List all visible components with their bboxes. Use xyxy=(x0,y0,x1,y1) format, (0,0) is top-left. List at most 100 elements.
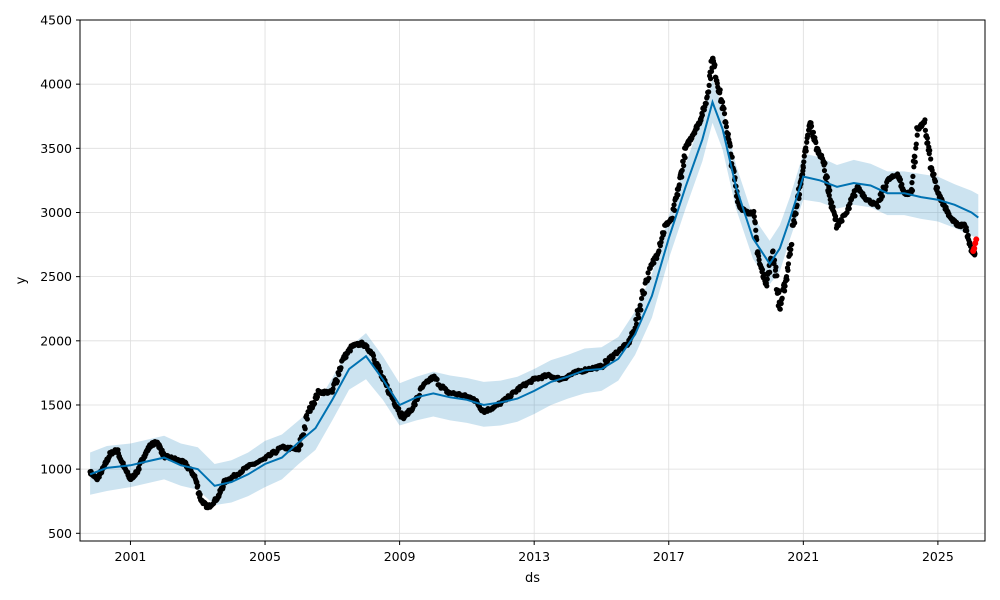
plot-frame xyxy=(79,19,986,542)
y-tick-label: 2500 xyxy=(40,269,72,284)
x-tick-label: 2017 xyxy=(653,549,685,564)
observed-point xyxy=(852,193,858,199)
observed-point xyxy=(723,124,730,130)
observed-point xyxy=(725,131,731,137)
observed-point xyxy=(909,180,915,186)
observed-point xyxy=(924,135,930,141)
observed-point xyxy=(721,105,727,112)
observed-point xyxy=(336,372,342,378)
observed-point xyxy=(651,260,657,266)
recent-points xyxy=(970,236,980,254)
y-tick-label: 4500 xyxy=(40,13,72,28)
x-tick-label: 2025 xyxy=(922,549,954,564)
observed-point xyxy=(706,89,712,95)
observed-point xyxy=(759,267,766,273)
observed-point xyxy=(712,62,718,68)
observed-point xyxy=(777,306,783,312)
observed-point xyxy=(785,261,792,267)
observed-point xyxy=(782,283,788,289)
observed-point xyxy=(839,218,845,224)
observed-point xyxy=(774,273,780,279)
observed-point xyxy=(638,295,645,302)
observed-point xyxy=(645,270,651,276)
observed-point xyxy=(808,123,815,129)
observed-point xyxy=(770,248,776,254)
y-tick-label: 1000 xyxy=(40,462,72,477)
observed-point xyxy=(330,386,336,392)
observed-point xyxy=(875,204,881,210)
observed-point xyxy=(879,193,885,199)
observed-point xyxy=(883,183,889,190)
observed-point xyxy=(136,466,142,472)
observed-point xyxy=(661,230,667,236)
observed-point xyxy=(914,132,920,138)
observed-point xyxy=(707,76,714,82)
observed-point xyxy=(334,378,340,384)
observed-point xyxy=(829,199,835,205)
observed-point xyxy=(658,239,664,245)
observed-point xyxy=(679,167,685,173)
recent-point xyxy=(971,245,978,252)
observed-point xyxy=(801,153,807,159)
observed-point xyxy=(197,491,203,498)
observed-point xyxy=(756,253,762,259)
observed-point xyxy=(931,171,937,177)
observed-point xyxy=(773,264,779,270)
observed-point xyxy=(729,154,735,160)
observed-point xyxy=(822,160,828,166)
observed-point xyxy=(913,141,919,147)
grid-lines xyxy=(80,19,985,541)
observed-point xyxy=(703,101,709,107)
observed-point xyxy=(723,120,729,126)
observed-point xyxy=(965,232,971,238)
observed-point xyxy=(824,174,830,180)
observed-point xyxy=(311,401,318,407)
observed-point xyxy=(911,164,917,170)
observed-point xyxy=(789,241,795,248)
observed-point xyxy=(752,220,758,226)
observed-point xyxy=(721,111,728,117)
observed-point xyxy=(719,99,726,105)
y-tick-label: 3500 xyxy=(40,141,72,156)
observed-point xyxy=(434,376,440,382)
observed-point xyxy=(679,174,685,180)
observed-point xyxy=(827,187,833,193)
observed-point xyxy=(717,87,723,93)
observed-point xyxy=(779,295,785,301)
observed-points xyxy=(87,55,978,511)
observed-point xyxy=(927,147,933,154)
observed-point xyxy=(781,288,788,294)
observed-point xyxy=(909,188,916,194)
observed-point xyxy=(727,143,733,149)
y-tick-label: 3000 xyxy=(40,205,72,220)
axis-ticks: 2001 2005 2009 2013 2017 2021 2025 500 1000 1500 2… xyxy=(40,13,954,565)
observed-point xyxy=(764,283,770,289)
observed-point xyxy=(805,132,811,138)
observed-point xyxy=(830,204,836,210)
observed-point xyxy=(767,269,773,275)
observed-point xyxy=(314,394,321,400)
observed-point xyxy=(788,246,794,253)
observed-point xyxy=(778,300,784,307)
observed-point xyxy=(304,416,310,422)
observed-point xyxy=(751,208,757,215)
observed-point xyxy=(785,267,791,273)
observed-point xyxy=(671,207,678,213)
forecast-line-group xyxy=(89,98,979,487)
observed-point xyxy=(826,192,832,198)
observed-point xyxy=(302,426,308,432)
observed-point xyxy=(638,307,644,313)
observed-point xyxy=(704,94,710,100)
y-tick-label: 1500 xyxy=(40,397,72,412)
recent-point xyxy=(973,236,980,243)
observed-point xyxy=(792,220,798,226)
observed-point xyxy=(912,153,918,160)
observed-point xyxy=(910,173,916,179)
observed-point xyxy=(803,148,809,154)
y-tick-label: 4000 xyxy=(40,77,72,92)
observed-point xyxy=(338,365,344,371)
observed-point xyxy=(298,442,304,448)
observed-point xyxy=(682,155,688,161)
observed-point xyxy=(787,251,793,257)
